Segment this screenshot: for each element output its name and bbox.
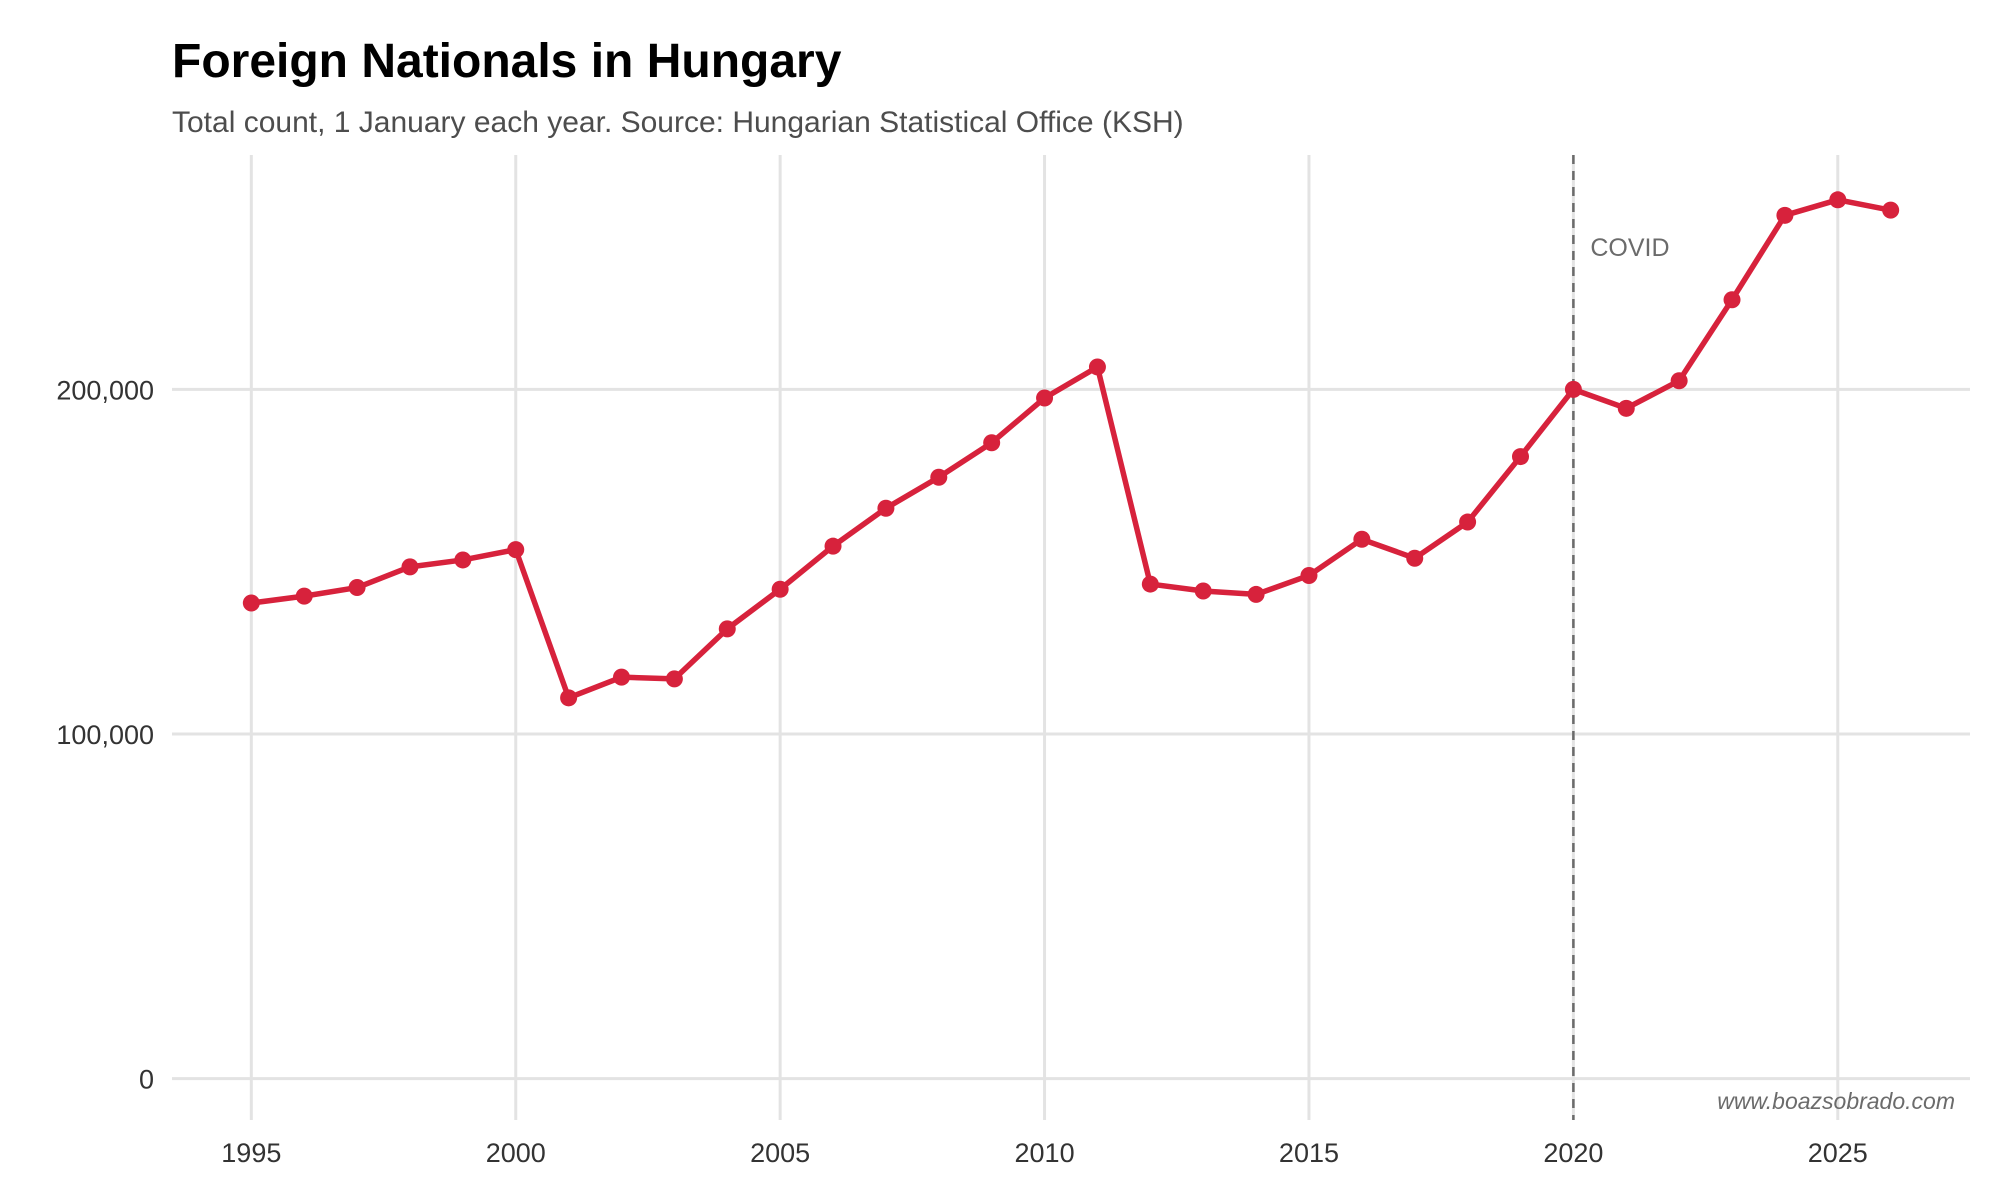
data-point-2010	[1036, 389, 1054, 407]
data-point-2026	[1882, 201, 1900, 219]
data-point-2000	[507, 541, 525, 559]
data-point-2011	[1088, 358, 1106, 376]
data-point-2014	[1247, 585, 1265, 603]
x-tick-label: 2005	[750, 1138, 810, 1168]
chart-caption: www.boazsobrado.com	[1717, 1088, 1955, 1114]
data-point-2015	[1300, 566, 1318, 584]
data-point-2006	[824, 537, 842, 555]
y-tick-label: 0	[139, 1065, 154, 1095]
series-line	[248, 197, 1894, 701]
data-point-2020	[1564, 380, 1582, 398]
data-point-2023	[1723, 291, 1741, 309]
data-point-2003	[665, 670, 683, 688]
data-point-1996	[295, 587, 313, 605]
annotation-layer: COVID	[1572, 155, 1670, 1120]
data-point-2021	[1617, 399, 1635, 417]
data-point-2009	[983, 434, 1001, 452]
data-point-2005	[771, 580, 789, 598]
grid-layer	[172, 155, 1970, 1120]
covid-label: COVID	[1590, 234, 1669, 262]
series-layer	[242, 191, 1900, 707]
x-tick-label: 2015	[1279, 1138, 1339, 1168]
chart-title: Foreign Nationals in Hungary	[172, 35, 842, 88]
axis-layer: 0 100,000 200,000 1995 2000 2005 2010 2015 2020 2…	[56, 375, 1867, 1168]
y-tick-label: 100,000	[56, 720, 154, 750]
data-point-1997	[348, 579, 366, 597]
data-point-2007	[877, 499, 895, 517]
data-point-2001	[560, 689, 578, 707]
data-point-1998	[401, 558, 419, 576]
data-point-2016	[1353, 530, 1371, 548]
x-tick-label: 2000	[486, 1138, 546, 1168]
data-point-2019	[1512, 448, 1529, 466]
x-tick-label: 1995	[221, 1138, 281, 1168]
data-point-2024	[1776, 206, 1794, 224]
y-tick-label: 200,000	[56, 375, 154, 405]
data-point-2018	[1459, 513, 1477, 531]
data-point-2002	[613, 668, 630, 686]
data-point-2013	[1194, 582, 1212, 600]
data-point-1995	[242, 594, 260, 612]
data-point-2017	[1406, 549, 1424, 567]
chart-subtitle: Total count, 1 January each year. Source…	[172, 106, 1184, 139]
x-tick-label: 2025	[1808, 1138, 1868, 1168]
data-point-2004	[718, 620, 736, 638]
data-point-2022	[1670, 372, 1688, 390]
data-point-1999	[454, 551, 472, 569]
data-point-2025	[1829, 191, 1847, 209]
data-point-2012	[1141, 575, 1159, 593]
x-tick-label: 2010	[1015, 1138, 1075, 1168]
data-point-2008	[930, 468, 948, 486]
x-tick-label: 2020	[1543, 1138, 1603, 1168]
